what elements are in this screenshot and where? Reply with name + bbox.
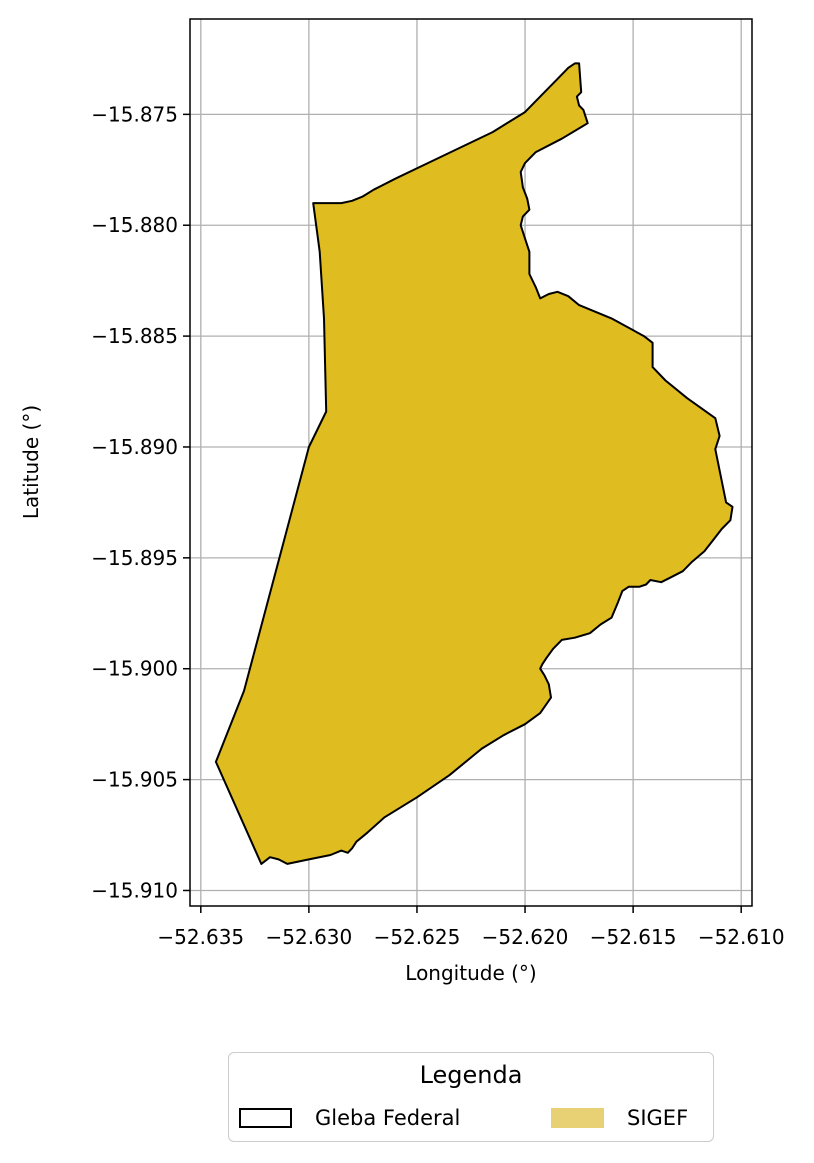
legend-entry-gleba-federal: Gleba Federal: [239, 1105, 499, 1133]
y-axis-label: Latitude (°): [19, 405, 43, 519]
x-tick-label-1: −52.630: [266, 925, 353, 949]
y-tick-label-6: −15.905: [91, 768, 178, 792]
x-tick-label-5: −52.610: [698, 925, 785, 949]
y-tick-label-4: −15.895: [91, 546, 178, 570]
legend-title: Legenda: [419, 1061, 523, 1089]
x-tick-label-0: −52.635: [157, 925, 244, 949]
plot-frame: [189, 18, 753, 907]
legend-swatch-outline: [239, 1108, 292, 1128]
y-axis-ticks: −15.875 −15.880 −15.885 −15.890 −15.895 −15.9…: [91, 102, 190, 902]
y-tick-label-0: −15.875: [91, 102, 178, 126]
y-tick-label-1: −15.880: [91, 213, 178, 237]
legend-swatch-fill: [551, 1108, 604, 1128]
x-tick-label-3: −52.620: [482, 925, 569, 949]
y-tick-label-5: −15.900: [91, 657, 178, 681]
y-tick-label-3: −15.890: [91, 435, 178, 459]
legend-label-gleba-federal: Gleba Federal: [315, 1106, 461, 1130]
x-tick-label-4: −52.615: [590, 925, 677, 949]
legend-entry-sigef: SIGEF: [551, 1105, 711, 1133]
y-tick-label-7: −15.910: [91, 878, 178, 902]
x-tick-label-2: −52.625: [374, 925, 461, 949]
map-plot: −52.635 −52.630 −52.625 −52.620 −52.615 −52.6…: [19, 18, 785, 985]
legend-label-sigef: SIGEF: [627, 1106, 689, 1130]
y-tick-label-2: −15.885: [91, 324, 178, 348]
gleba-polygon: [214, 62, 734, 865]
legend: Legenda Gleba Federal SIGEF: [228, 1052, 714, 1142]
x-axis-label: Longitude (°): [405, 961, 536, 985]
x-axis-ticks: −52.635 −52.630 −52.625 −52.620 −52.615 −52.6…: [157, 906, 785, 949]
